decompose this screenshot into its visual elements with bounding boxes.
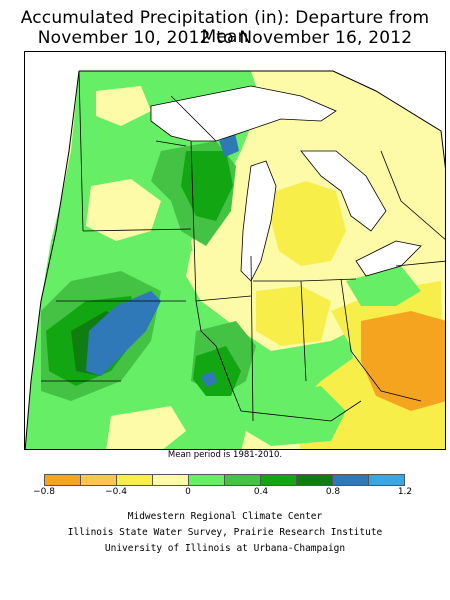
legend-bin-7: [261, 475, 297, 485]
dry-pocket-nw: [96, 86, 151, 126]
wettest-spot-ill: [201, 371, 217, 387]
dry-region-michigan: [271, 181, 346, 266]
legend-tick: 0: [185, 487, 191, 497]
wettest-region-missouri: [86, 291, 161, 376]
legend-bin-4: [153, 475, 189, 485]
legend-bin-10: [369, 475, 404, 485]
legend-bin-1: [45, 475, 81, 485]
legend-tick: 0.4: [253, 487, 269, 497]
legend-bin-6: [225, 475, 261, 485]
color-legend: [44, 474, 405, 486]
map-outline: [25, 70, 445, 449]
dry-pocket-mn: [86, 179, 161, 241]
credit-line-1: Midwestern Regional Climate Center: [127, 511, 323, 522]
precipitation-map: [24, 51, 446, 450]
wet-light-region-ky: [246, 386, 346, 446]
state-borders: [41, 70, 445, 422]
wet-more-region-wi: [181, 151, 233, 221]
mean-period-note: Mean period is 1981-2010.: [167, 450, 283, 460]
dry-pocket-se-iowa: [106, 406, 186, 449]
lake-michigan: [240, 160, 277, 282]
map-title-line-2: November 10, 2012 to November 16, 2012: [37, 28, 413, 48]
legend-bin-3: [117, 475, 153, 485]
map-title-line-1: Accumulated Precipitation (in): Departur…: [20, 8, 430, 47]
legend-tick: −0.4: [105, 487, 127, 497]
legend-tick: 0.8: [325, 487, 341, 497]
legend-bin-2: [81, 475, 117, 485]
credit-line-2: Illinois State Water Survey, Prairie Res…: [67, 527, 383, 538]
wet-light-region-ohio: [346, 266, 421, 306]
credit-line-3: University of Illinois at Urbana-Champai…: [104, 543, 346, 554]
legend-tick: −0.8: [33, 487, 55, 497]
legend-bin-9: [333, 475, 369, 485]
legend-tick: 1.2: [397, 487, 413, 497]
wettest-spot-up: [219, 133, 239, 157]
dry-pocket-iowa: [186, 246, 241, 311]
dry-region-indiana: [256, 286, 331, 346]
lake-erie: [355, 240, 422, 277]
lake-superior: [150, 85, 337, 142]
dry-strong-region-ky: [361, 311, 445, 411]
lake-huron: [300, 150, 387, 232]
legend-bin-5: [189, 475, 225, 485]
legend-bin-8: [297, 475, 333, 485]
